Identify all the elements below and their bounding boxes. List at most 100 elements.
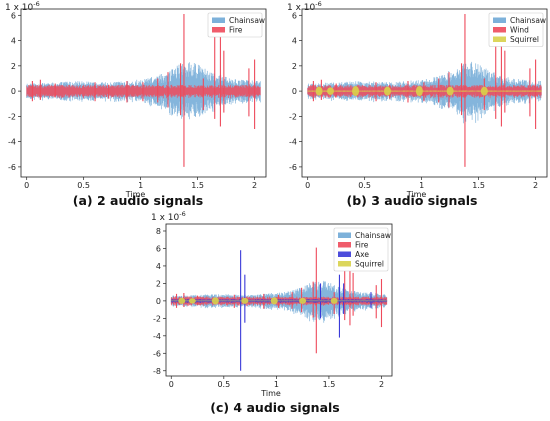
y-tick-label: 4	[11, 37, 16, 46]
legend-swatch-squirrel	[338, 261, 351, 267]
y-tick-label: -2	[8, 112, 16, 121]
y-offset-exp: -6	[179, 210, 185, 218]
legend-label-chainsaw: Chainsaw	[355, 231, 391, 240]
x-tick-label: 1	[419, 181, 424, 190]
chirp-squirrel	[299, 297, 307, 304]
chirp-squirrel	[415, 86, 423, 97]
axes-frame	[301, 8, 548, 178]
y-tick-label: -6	[8, 163, 16, 172]
chirp-squirrel	[188, 298, 196, 304]
series-squirrel	[170, 297, 388, 305]
legend-label-fire: Fire	[229, 26, 243, 35]
y-tick-label: 6	[292, 11, 297, 20]
chirp-squirrel	[315, 86, 323, 96]
chirp-squirrel	[241, 297, 249, 304]
legend-label-chainsaw: Chainsaw	[229, 16, 265, 25]
y-offset-base: 1 x 10	[5, 3, 34, 13]
caption-b: (b) 3 audio signals	[346, 193, 477, 208]
panel-c: (c) 4 audio signals 0 0.5 1 1.5 2 -8 -6 -4 -2 0 2 4…	[151, 210, 393, 415]
x-tick-label: 0	[305, 181, 310, 190]
y-offset-text: 1 x 10-6	[5, 0, 40, 13]
axes-frame	[20, 8, 267, 178]
x-tick-label: 0.5	[217, 380, 230, 389]
legend-swatch-squirrel	[493, 36, 506, 42]
chirp-squirrel	[446, 86, 454, 96]
y-tick-label: -6	[289, 163, 297, 172]
legend-swatch-chainsaw	[338, 232, 351, 238]
series-fire	[26, 14, 261, 167]
chirp-squirrel	[480, 86, 488, 96]
y-tick-label: -2	[289, 112, 297, 121]
legend-swatch-wind	[493, 27, 506, 33]
y-tick-label: 0	[156, 297, 161, 306]
x-axis-label: Time	[406, 190, 427, 199]
legend-swatch-chainsaw	[493, 17, 506, 23]
y-offset-base: 1 x 10	[287, 3, 316, 13]
y-offset-base: 1 x 10	[151, 213, 180, 223]
waveform-fire	[26, 84, 261, 99]
y-tick-label: 2	[11, 62, 16, 71]
y-tick-label: 4	[156, 262, 161, 271]
legend-swatch-chainsaw	[212, 17, 225, 23]
plot-area	[170, 247, 388, 371]
y-tick-label: -4	[153, 332, 161, 341]
series-squirrel	[307, 86, 542, 97]
chirp-squirrel	[178, 297, 186, 304]
plot-area	[26, 14, 261, 167]
chirp-squirrel	[383, 86, 391, 96]
legend-label-chainsaw: Chainsaw	[510, 16, 546, 25]
y-tick-label: 0	[292, 87, 297, 96]
y-tick-label: -6	[153, 349, 161, 358]
legend-label-wind: Wind	[510, 26, 529, 35]
y-tick-label: 4	[292, 37, 297, 46]
panel-b: (b) 3 audio signals 0 0.5 1 1.5 2 -6 -4 -2 0 2 4 6 T…	[287, 0, 548, 208]
x-tick-label: 2	[252, 181, 257, 190]
panel-a: (a) 2 audio signals 0 0.5 1 1.5 2 -6 -4 -2 0 2 4 6 T…	[5, 0, 267, 208]
legend-swatch-fire	[212, 27, 225, 33]
legend-box	[333, 227, 389, 272]
y-tick-label: 2	[156, 279, 161, 288]
y-offset-text: 1 x 10-6	[287, 0, 322, 13]
axes-frame	[165, 223, 393, 377]
y-tick-label: -2	[153, 314, 161, 323]
x-tick-label: 0.5	[358, 181, 371, 190]
chirp-squirrel	[352, 86, 360, 97]
y-tick-label: 6	[11, 11, 16, 20]
legend-swatch-fire	[338, 242, 351, 248]
x-tick-label: 1.5	[191, 181, 204, 190]
y-tick-label: 8	[156, 227, 161, 236]
plot-area	[307, 14, 542, 167]
chirp-squirrel	[270, 297, 278, 305]
x-tick-label: 0	[24, 181, 29, 190]
legend-label-fire: Fire	[355, 241, 369, 250]
legend-swatch-axe	[338, 251, 351, 257]
y-tick-label: -4	[289, 138, 297, 147]
x-tick-label: 1	[138, 181, 143, 190]
x-tick-label: 2	[379, 380, 384, 389]
caption-c: (c) 4 audio signals	[210, 400, 339, 415]
chirp-squirrel	[211, 297, 219, 305]
x-tick-label: 1.5	[323, 380, 336, 389]
x-tick-label: 0	[169, 380, 174, 389]
y-tick-label: 6	[156, 244, 161, 253]
y-tick-label: 2	[292, 62, 297, 71]
x-axis-label: Time	[260, 389, 281, 398]
legend-label-squirrel: Squirrel	[510, 35, 539, 44]
y-tick-label: -4	[8, 138, 16, 147]
x-tick-label: 2	[533, 181, 538, 190]
legend-label-squirrel: Squirrel	[355, 260, 384, 269]
x-tick-label: 0.5	[77, 181, 90, 190]
x-tick-label: 1.5	[472, 181, 485, 190]
x-tick-label: 1	[274, 380, 279, 389]
legend-label-axe: Axe	[355, 250, 369, 259]
y-offset-exp: -6	[315, 0, 321, 8]
x-axis-label: Time	[125, 190, 146, 199]
chirp-squirrel	[326, 87, 334, 95]
y-offset-exp: -6	[33, 0, 39, 8]
y-tick-label: 0	[11, 87, 16, 96]
caption-a: (a) 2 audio signals	[73, 193, 204, 208]
